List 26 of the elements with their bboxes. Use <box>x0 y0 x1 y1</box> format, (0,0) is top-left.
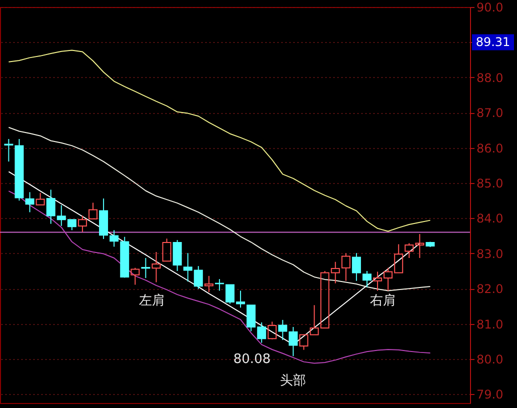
candlestick <box>25 192 34 213</box>
annotation: 80.08 <box>233 352 271 367</box>
y-tick-label: 83.0 <box>476 246 504 261</box>
y-tick-label: 81.0 <box>476 317 504 332</box>
text: 89.31 <box>476 35 510 50</box>
candlestick <box>288 326 298 357</box>
annotation: 右肩 <box>370 292 396 308</box>
y-tick-label: 87.0 <box>476 106 504 120</box>
line-series <box>8 126 431 292</box>
y-tick-label: 84.0 <box>476 212 504 226</box>
line-series <box>8 190 431 364</box>
y-tick-label: 80.0 <box>476 352 504 366</box>
y-tick-label: 88.0 <box>476 70 504 85</box>
line-series <box>8 50 431 232</box>
annotation: 头部 <box>280 374 306 389</box>
y-tick-label: 82.0 <box>476 282 504 296</box>
y-tick-label: 85.0 <box>476 176 504 190</box>
candlestick <box>152 251 161 283</box>
candlestick <box>352 252 361 282</box>
y-tick-label: 79.0 <box>476 388 504 402</box>
annotation: 左肩 <box>139 292 165 308</box>
y-tick-label: 86.0 <box>476 141 504 156</box>
y-tick-label: 90.0 <box>476 0 504 14</box>
candlestick <box>141 257 150 279</box>
candlestick <box>99 198 108 240</box>
candlestick <box>162 238 172 262</box>
